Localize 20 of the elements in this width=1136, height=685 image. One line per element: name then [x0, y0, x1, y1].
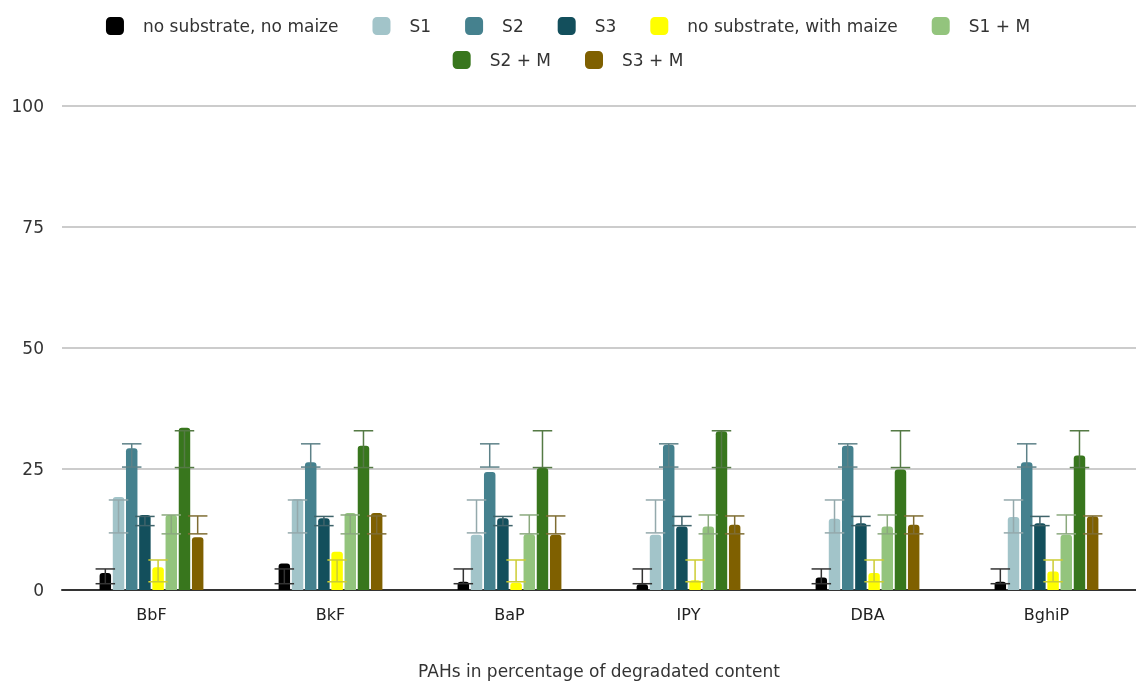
- legend-label: S1 + M: [968, 16, 1031, 36]
- legend-label: S1: [409, 16, 432, 36]
- x-tick-label: IPY: [676, 604, 701, 624]
- x-axis-title: PAHs in percentage of degradated content: [418, 660, 781, 681]
- x-tick-label: BghiP: [1023, 604, 1070, 624]
- y-tick-label: 25: [22, 459, 44, 479]
- y-tick-label: 0: [33, 580, 44, 600]
- legend-label: no substrate, no maize: [142, 16, 339, 36]
- legend-label: S3 + M: [622, 50, 684, 70]
- x-tick-label: DBA: [850, 604, 885, 624]
- y-tick-label: 75: [22, 217, 44, 237]
- legend-label: S3: [594, 16, 617, 36]
- y-tick-label: 100: [11, 96, 44, 116]
- legend-label: S2: [502, 16, 524, 36]
- x-tick-label: BkF: [315, 604, 346, 624]
- x-tick-label: BbF: [136, 604, 167, 624]
- x-tick-label: BaP: [494, 604, 526, 624]
- y-tick-label: 50: [22, 338, 44, 358]
- legend-label: no substrate, with maize: [687, 16, 898, 36]
- legend-label: S2 + M: [489, 50, 551, 70]
